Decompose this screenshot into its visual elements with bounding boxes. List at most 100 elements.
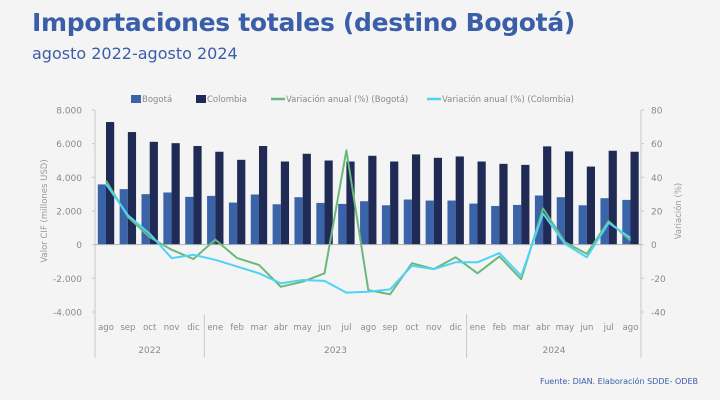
x-tick-label: oct [405,323,419,333]
legend-label: Variación anual (%) (Colombia) [442,94,574,105]
legend-label: Colombia [207,95,247,105]
x-tick-label: nov [426,323,442,333]
bar-bogota [141,194,150,245]
y-tick-label: -2.000 [53,275,82,285]
bar-bogota [360,201,369,245]
year-label: 2024 [543,346,566,356]
x-tick-label: abr [274,323,289,333]
bar-colombia [521,164,530,245]
bar-colombia [630,151,639,245]
bar-bogota [250,194,259,245]
x-tick-label: may [556,323,575,333]
bar-bogota [316,202,325,245]
y2-axis-title: Variación (%) [673,183,684,239]
bar-bogota [119,189,128,245]
bar-bogota [513,204,522,245]
y2-tick-label: 0 [651,241,657,251]
x-tick-label: jun [317,323,331,333]
bar-bogota [425,200,434,245]
bar-bogota [338,203,347,245]
bar-bogota [185,196,194,245]
chart-title: Importaciones totales (destino Bogotá) [32,8,576,37]
y2-tick-label: 80 [651,107,663,117]
legend-swatch [131,95,141,103]
bar-bogota [294,197,303,245]
x-tick-label: sep [120,323,135,333]
bar-bogota [403,199,412,245]
x-tick-label: feb [230,323,244,333]
x-tick-label: ene [470,323,486,333]
x-tick-label: abr [536,323,551,333]
x-tick-label: ene [207,323,223,333]
bar-bogota [207,195,216,245]
y-tick-label: 2.000 [56,208,82,218]
bar-bogota [381,205,391,245]
bar-colombia [302,153,311,245]
bar-colombia [499,163,508,245]
legend-label: Variación anual (%) (Bogotá) [286,94,408,105]
y2-tick-label: -40 [651,309,666,319]
x-tick-label: jul [340,323,351,333]
bar-colombia [346,161,355,245]
x-tick-label: may [293,323,312,333]
bar-bogota [272,204,281,245]
bar-colombia [258,146,268,245]
x-tick-label: ago [98,323,114,333]
bar-colombia [127,132,137,245]
year-label: 2022 [138,346,161,356]
y-tick-label: -4.000 [53,309,82,319]
bar-colombia [280,161,290,245]
bar-bogota [447,200,456,245]
y-tick-label: 8.000 [56,107,82,117]
bar-colombia [390,161,399,245]
y2-tick-label: -20 [651,275,666,285]
bar-colombia [477,161,486,245]
x-tick-label: mar [513,323,530,333]
bar-colombia [106,122,115,245]
bar-bogota [228,202,238,245]
x-tick-label: feb [493,323,507,333]
bar-colombia [149,141,158,245]
bar-colombia [215,151,224,245]
y2-tick-label: 60 [651,140,663,150]
bar-colombia [171,143,180,245]
x-tick-label: oct [143,323,157,333]
x-tick-label: ago [360,323,376,333]
x-tick-label: jun [579,323,593,333]
y2-tick-label: 20 [651,208,663,218]
year-label: 2023 [324,346,347,356]
y-tick-label: 4.000 [56,174,82,184]
line-variacion-bogota [105,149,632,296]
legend-label: Bogotá [142,95,172,105]
bar-colombia [193,146,202,245]
y-tick-label: 6.000 [56,140,82,150]
source-note: Fuente: DIAN. Elaboración SDDE- ODEB [540,377,698,386]
bar-bogota [556,197,565,245]
y-axis-title: Valor CIF (millones USD) [40,159,50,262]
bar-bogota [163,192,172,245]
bar-colombia [237,159,246,245]
bar-bogota [578,205,587,245]
x-tick-label: dic [187,323,200,333]
bar-colombia [455,156,464,245]
bar-colombia [608,150,617,245]
bar-bogota [600,198,609,245]
legend-swatch [196,95,206,103]
x-tick-label: mar [250,323,267,333]
bar-colombia [368,155,377,245]
bar-bogota [622,199,631,245]
x-tick-label: nov [164,323,180,333]
x-tick-label: jul [603,323,614,333]
chart-subtitle: agosto 2022-agosto 2024 [32,44,238,63]
bar-colombia [324,160,333,245]
bar-colombia [411,154,421,245]
bar-bogota [491,205,500,245]
y2-tick-label: 40 [651,174,663,184]
x-tick-label: dic [449,323,462,333]
bar-bogota [469,203,478,245]
bar-bogota [97,184,106,245]
bar-colombia [586,166,595,245]
x-tick-label: sep [383,323,398,333]
y-tick-label: 0 [76,241,82,251]
